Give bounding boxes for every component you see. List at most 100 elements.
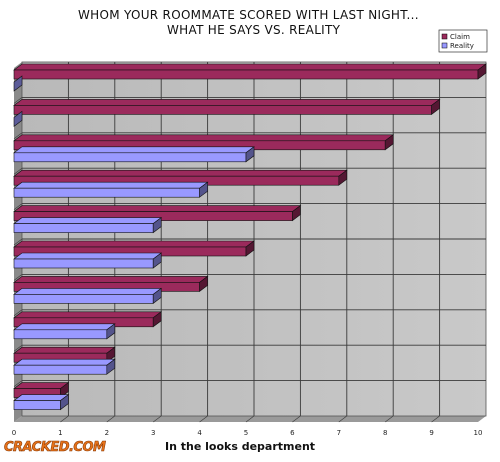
bar-reality-4-side bbox=[199, 181, 208, 198]
gridline-floor bbox=[338, 415, 347, 423]
bar-claim-2 bbox=[13, 98, 441, 116]
bar-reality-1 bbox=[13, 75, 23, 92]
bar-claim-8-top bbox=[13, 311, 163, 319]
bar-claim-3-side bbox=[384, 134, 394, 151]
bar-reality-3-top bbox=[13, 146, 255, 154]
bar-reality-5-top bbox=[13, 217, 163, 224]
gridline-floor bbox=[385, 415, 394, 423]
bar-claim-5-side bbox=[292, 205, 301, 222]
bar-reality-7-top bbox=[13, 288, 163, 295]
gridline-floor bbox=[106, 415, 115, 423]
bar-claim-2-side bbox=[431, 98, 440, 116]
legend-label-reality: Reality bbox=[450, 42, 474, 50]
bar-claim-8-side bbox=[152, 311, 162, 328]
gridline-wall bbox=[13, 203, 23, 210]
gridline-floor bbox=[292, 415, 301, 423]
legend-swatch-claim bbox=[441, 33, 448, 40]
gridline-wall bbox=[13, 380, 23, 387]
bar-reality-6-face bbox=[13, 258, 154, 269]
bar-reality-2 bbox=[13, 110, 23, 128]
bar-claim-5-top bbox=[13, 205, 302, 212]
bar-claim-6 bbox=[13, 240, 255, 257]
title-line-2: WHAT HE SAYS VS. REALITY bbox=[167, 23, 341, 37]
bar-claim-4-side bbox=[338, 169, 348, 186]
x-tick-label: 2 bbox=[105, 429, 109, 437]
x-tick-label: 1 bbox=[58, 429, 62, 437]
bar-reality-5-face bbox=[13, 223, 154, 233]
bar-reality-10-face bbox=[13, 400, 61, 410]
bar-claim-2-face bbox=[13, 105, 432, 115]
bar-reality-8-face bbox=[13, 329, 108, 340]
bar-reality-4-top bbox=[13, 181, 209, 189]
bar-reality-6-top bbox=[13, 252, 163, 260]
bar-claim-7 bbox=[13, 275, 209, 292]
bar-reality-9 bbox=[13, 358, 116, 375]
gridline-floor bbox=[431, 415, 440, 423]
gridline-wall bbox=[13, 132, 23, 140]
bar-reality-3-side bbox=[245, 146, 255, 163]
bar-reality-9-side bbox=[106, 358, 116, 375]
bars bbox=[13, 63, 487, 411]
bar-reality-7-face bbox=[13, 294, 154, 304]
gridline-floor bbox=[199, 415, 208, 423]
bar-reality-6-side bbox=[152, 252, 162, 269]
bar-reality-7 bbox=[13, 287, 163, 304]
x-axis-label: In the looks department bbox=[165, 440, 315, 453]
bar-claim-10 bbox=[13, 382, 70, 399]
bar-reality-4 bbox=[13, 181, 209, 198]
legend-label-claim: Claim bbox=[450, 33, 470, 41]
x-tick-label: 10 bbox=[474, 429, 483, 437]
bar-claim-2-top bbox=[13, 99, 441, 106]
bar-claim-4-top bbox=[13, 169, 348, 177]
x-tick-label: 7 bbox=[337, 429, 341, 437]
bar-claim-3 bbox=[13, 134, 395, 151]
bar-claim-1-top bbox=[13, 63, 487, 71]
chart-title: WHOM YOUR ROOMMATE SCORED WITH LAST NIGH… bbox=[78, 8, 419, 37]
legend-swatch-reality bbox=[441, 42, 448, 49]
bar-reality-6 bbox=[13, 252, 163, 269]
bar-reality-2-stub bbox=[13, 110, 23, 128]
bar-claim-5 bbox=[13, 205, 302, 222]
bar-claim-7-side bbox=[199, 275, 208, 292]
bar-claim-9-top bbox=[13, 346, 116, 354]
gridline-floor bbox=[245, 415, 255, 423]
bar-reality-1-stub bbox=[13, 75, 23, 92]
x-tick-label: 0 bbox=[12, 429, 16, 437]
bar-claim-1-side bbox=[477, 63, 487, 80]
cracked-logo: CRACKED.COM bbox=[4, 440, 107, 456]
bar-reality-5-side bbox=[152, 217, 162, 234]
gridline-floor bbox=[60, 415, 69, 423]
bar-reality-10-top bbox=[13, 394, 70, 401]
gridlines bbox=[13, 62, 486, 423]
plot-area bbox=[13, 61, 487, 423]
gridline-wall bbox=[13, 97, 23, 104]
title-line-1: WHOM YOUR ROOMMATE SCORED WITH LAST NIGH… bbox=[78, 8, 419, 22]
x-tick-label: 3 bbox=[151, 429, 155, 437]
gridline-floor bbox=[153, 415, 162, 423]
bar-reality-5 bbox=[13, 217, 163, 234]
bar-reality-7-side bbox=[152, 287, 162, 304]
cracked-watermark: CRACKED.COM bbox=[4, 440, 106, 455]
bar-claim-4 bbox=[13, 169, 348, 186]
x-tick-label: 6 bbox=[290, 429, 295, 437]
gridline-wall bbox=[13, 309, 23, 317]
bar-claim-7-top bbox=[13, 276, 209, 283]
x-tick-label: 4 bbox=[197, 429, 202, 437]
gridline-wall bbox=[13, 274, 23, 281]
x-tick-label: 5 bbox=[244, 429, 248, 437]
bar-claim-10-top bbox=[13, 382, 70, 389]
bar-claim-1 bbox=[13, 63, 487, 80]
bar-reality-8-top bbox=[13, 323, 116, 331]
bar-reality-9-top bbox=[13, 358, 116, 366]
x-tick-label: 9 bbox=[429, 429, 433, 437]
bar-reality-3-face bbox=[13, 152, 247, 163]
bar-claim-6-side bbox=[245, 240, 255, 257]
bar-reality-10 bbox=[13, 394, 70, 411]
bar-claim-8 bbox=[13, 311, 163, 328]
gridline-wall bbox=[13, 238, 23, 246]
gridline-wall bbox=[13, 167, 23, 175]
bar-reality-9-face bbox=[13, 364, 108, 375]
bar-claim-6-top bbox=[13, 240, 255, 248]
bar-claim-3-top bbox=[13, 134, 395, 142]
